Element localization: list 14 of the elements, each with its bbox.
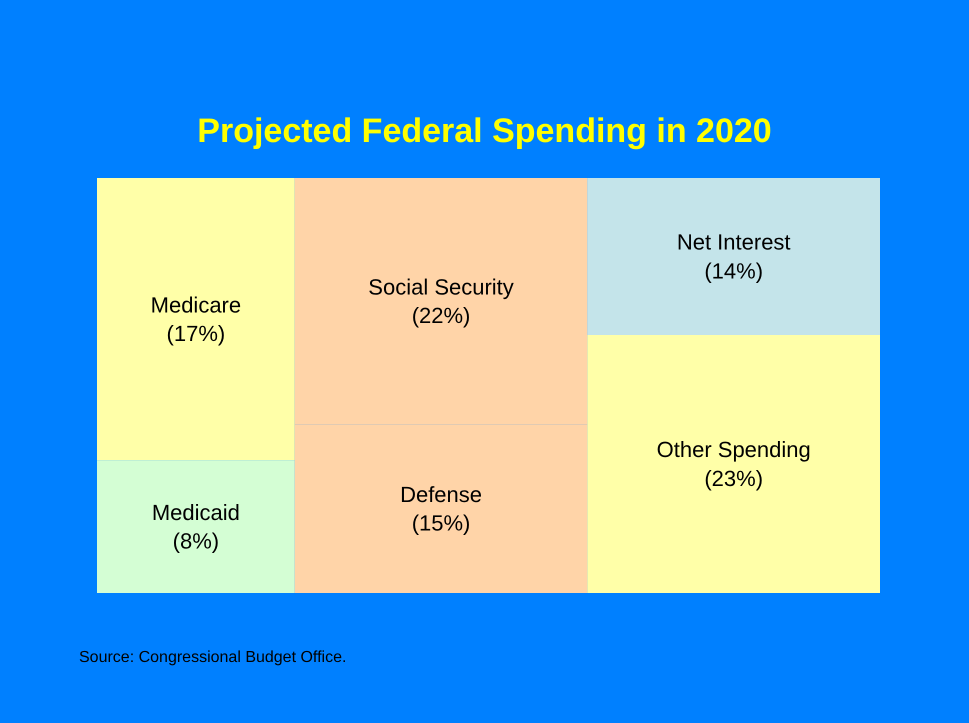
category-label: Medicare bbox=[150, 292, 242, 318]
category-label: Social Security bbox=[368, 274, 514, 300]
category-label: Net Interest bbox=[676, 230, 791, 255]
data-label: (14%) bbox=[704, 258, 764, 284]
data-label: (8%) bbox=[172, 528, 220, 554]
source-note: Source: Congressional Budget Office. bbox=[79, 649, 346, 666]
data-label: (23%) bbox=[704, 466, 764, 491]
category-label: Defense bbox=[400, 482, 482, 508]
data-label: (22%) bbox=[412, 303, 470, 328]
category-label: Medicaid bbox=[152, 500, 240, 525]
data-label: (15%) bbox=[412, 510, 470, 536]
text: Projected Federal Spending in 2020 bbox=[197, 112, 772, 150]
category-label: Other Spending bbox=[656, 437, 811, 462]
data-label: (17%) bbox=[166, 320, 226, 346]
